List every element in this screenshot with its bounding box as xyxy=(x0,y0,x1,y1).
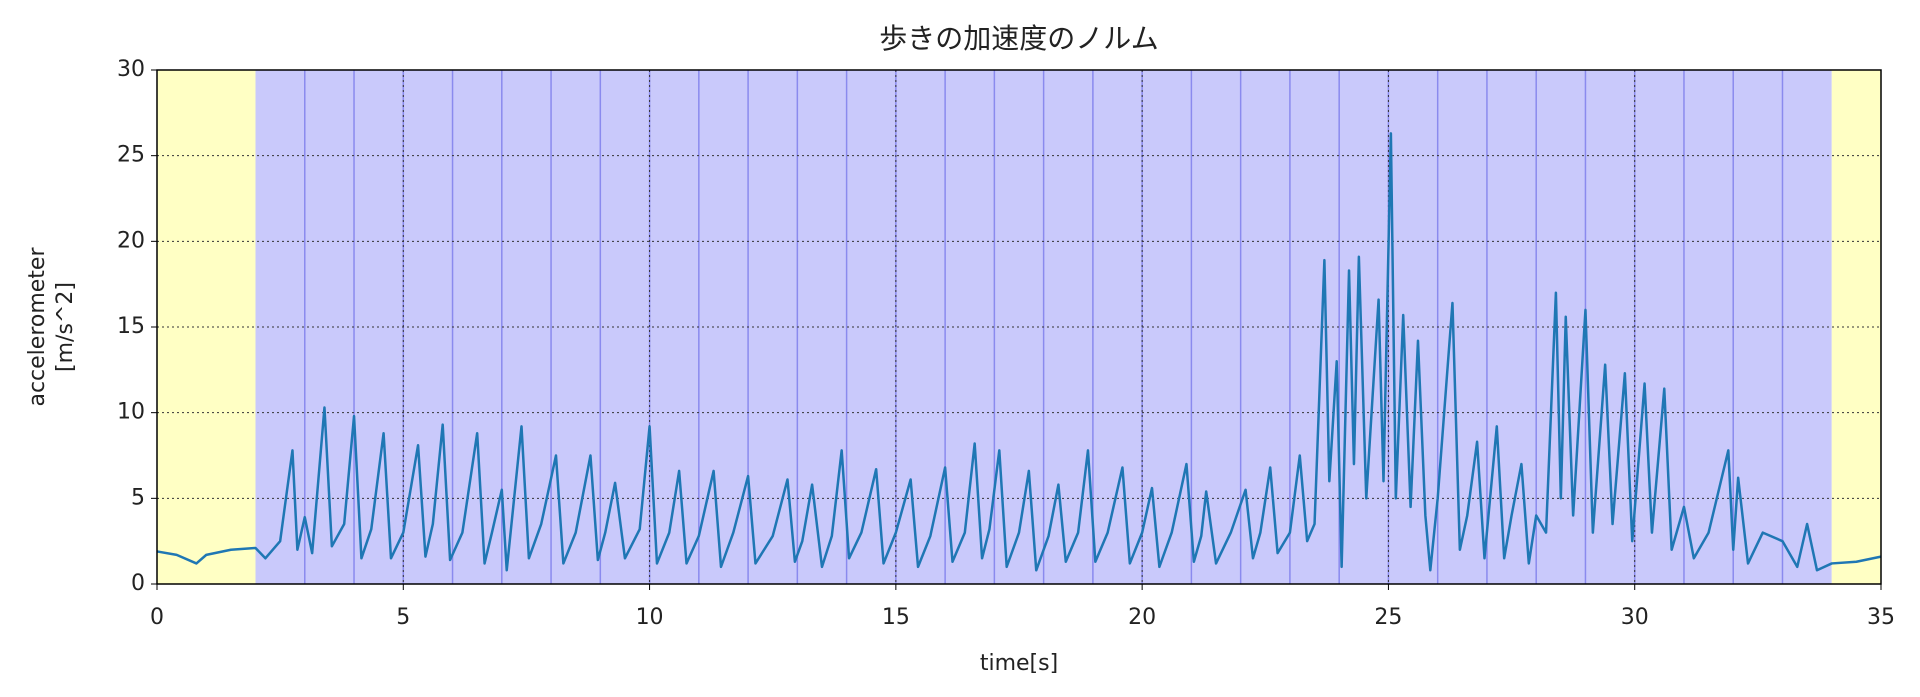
y-tick-label: 5 xyxy=(131,485,145,510)
x-tick-label: 35 xyxy=(1867,605,1895,630)
x-tick-label: 10 xyxy=(636,605,664,630)
y-tick-label: 25 xyxy=(117,143,145,168)
chart-title: 歩きの加速度のノルム xyxy=(879,22,1158,55)
y-tick-label: 0 xyxy=(131,571,145,596)
region xyxy=(157,70,256,584)
y-axis-label: [m/s^2] xyxy=(53,282,78,372)
x-tick-label: 15 xyxy=(882,605,910,630)
x-tick-label: 20 xyxy=(1128,605,1156,630)
x-tick-label: 30 xyxy=(1621,605,1649,630)
y-tick-label: 15 xyxy=(117,314,145,339)
y-tick-label: 10 xyxy=(117,400,145,425)
x-axis-label: time[s] xyxy=(980,651,1058,676)
y-axis-label: accelerometer xyxy=(25,247,50,407)
x-tick-label: 25 xyxy=(1374,605,1402,630)
y-tick-label: 20 xyxy=(117,228,145,253)
x-tick-label: 5 xyxy=(396,605,410,630)
plot-frame xyxy=(156,69,1882,585)
y-tick-label: 30 xyxy=(117,57,145,82)
data-line xyxy=(156,132,1882,572)
x-tick-label: 0 xyxy=(150,605,164,630)
